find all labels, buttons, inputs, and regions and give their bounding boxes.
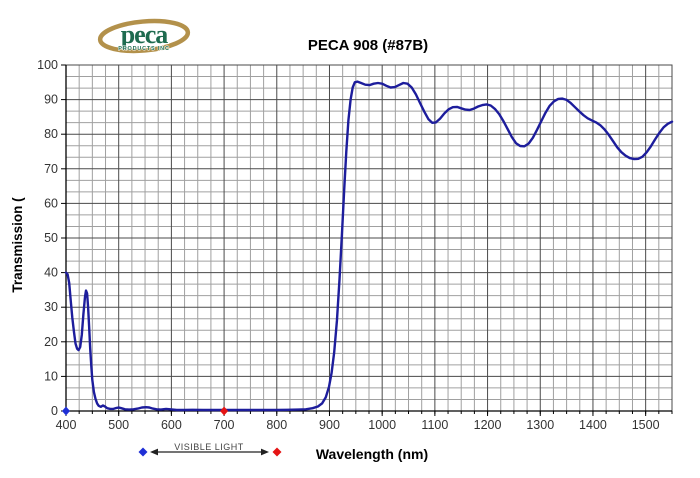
x-tick-label: 1100 bbox=[421, 418, 448, 432]
x-tick-label: 800 bbox=[266, 418, 287, 432]
x-axis-label: Wavelength (nm) bbox=[316, 446, 428, 462]
visible-light-start-marker-icon bbox=[62, 406, 70, 416]
y-tick-label: 60 bbox=[44, 196, 58, 210]
y-tick-label: 30 bbox=[44, 300, 58, 314]
chart-title: PECA 908 (#87B) bbox=[308, 37, 428, 54]
visible-light-end-marker-icon bbox=[220, 406, 229, 416]
y-tick-label: 80 bbox=[44, 127, 58, 141]
x-tick-label: 900 bbox=[319, 418, 340, 432]
brand-subtitle-text: PRODUCTS INC bbox=[118, 46, 169, 52]
visible-light-label: VISIBLE LIGHT bbox=[174, 442, 244, 452]
brand-name-text: peca bbox=[121, 20, 169, 49]
x-tick-label: 1300 bbox=[526, 418, 554, 432]
y-tick-label: 50 bbox=[44, 231, 58, 245]
y-axis-label: Transmission ( bbox=[10, 197, 25, 293]
y-tick-label: 0 bbox=[51, 404, 58, 418]
visible-light-left-diamond-icon bbox=[138, 447, 148, 457]
y-tick-label: 40 bbox=[44, 266, 58, 280]
y-tick-label: 100 bbox=[37, 58, 58, 72]
visible-light-arrowhead-left-icon bbox=[150, 448, 158, 456]
visible-light-arrowhead-right-icon bbox=[261, 448, 269, 456]
x-tick-label: 1200 bbox=[474, 418, 502, 432]
x-tick-label: 700 bbox=[214, 418, 235, 432]
x-tick-label: 1400 bbox=[579, 418, 607, 432]
visible-light-right-diamond-icon bbox=[272, 447, 282, 457]
y-tick-label: 70 bbox=[44, 162, 58, 176]
transmission-curve bbox=[64, 80, 674, 412]
x-tick-label: 1000 bbox=[368, 418, 396, 432]
logo-swoosh-ellipse bbox=[97, 18, 191, 54]
x-tick-label: 400 bbox=[56, 418, 77, 432]
x-tick-label: 600 bbox=[161, 418, 182, 432]
y-tick-label: 90 bbox=[44, 93, 58, 107]
visible-light-annotation: VISIBLE LIGHT bbox=[138, 442, 282, 457]
brand-logo: peca PRODUCTS INC bbox=[97, 18, 191, 54]
y-tick-label: 20 bbox=[44, 335, 58, 349]
x-tick-label: 500 bbox=[108, 418, 129, 432]
y-tick-label: 10 bbox=[44, 369, 58, 383]
x-tick-label: 1500 bbox=[632, 418, 660, 432]
